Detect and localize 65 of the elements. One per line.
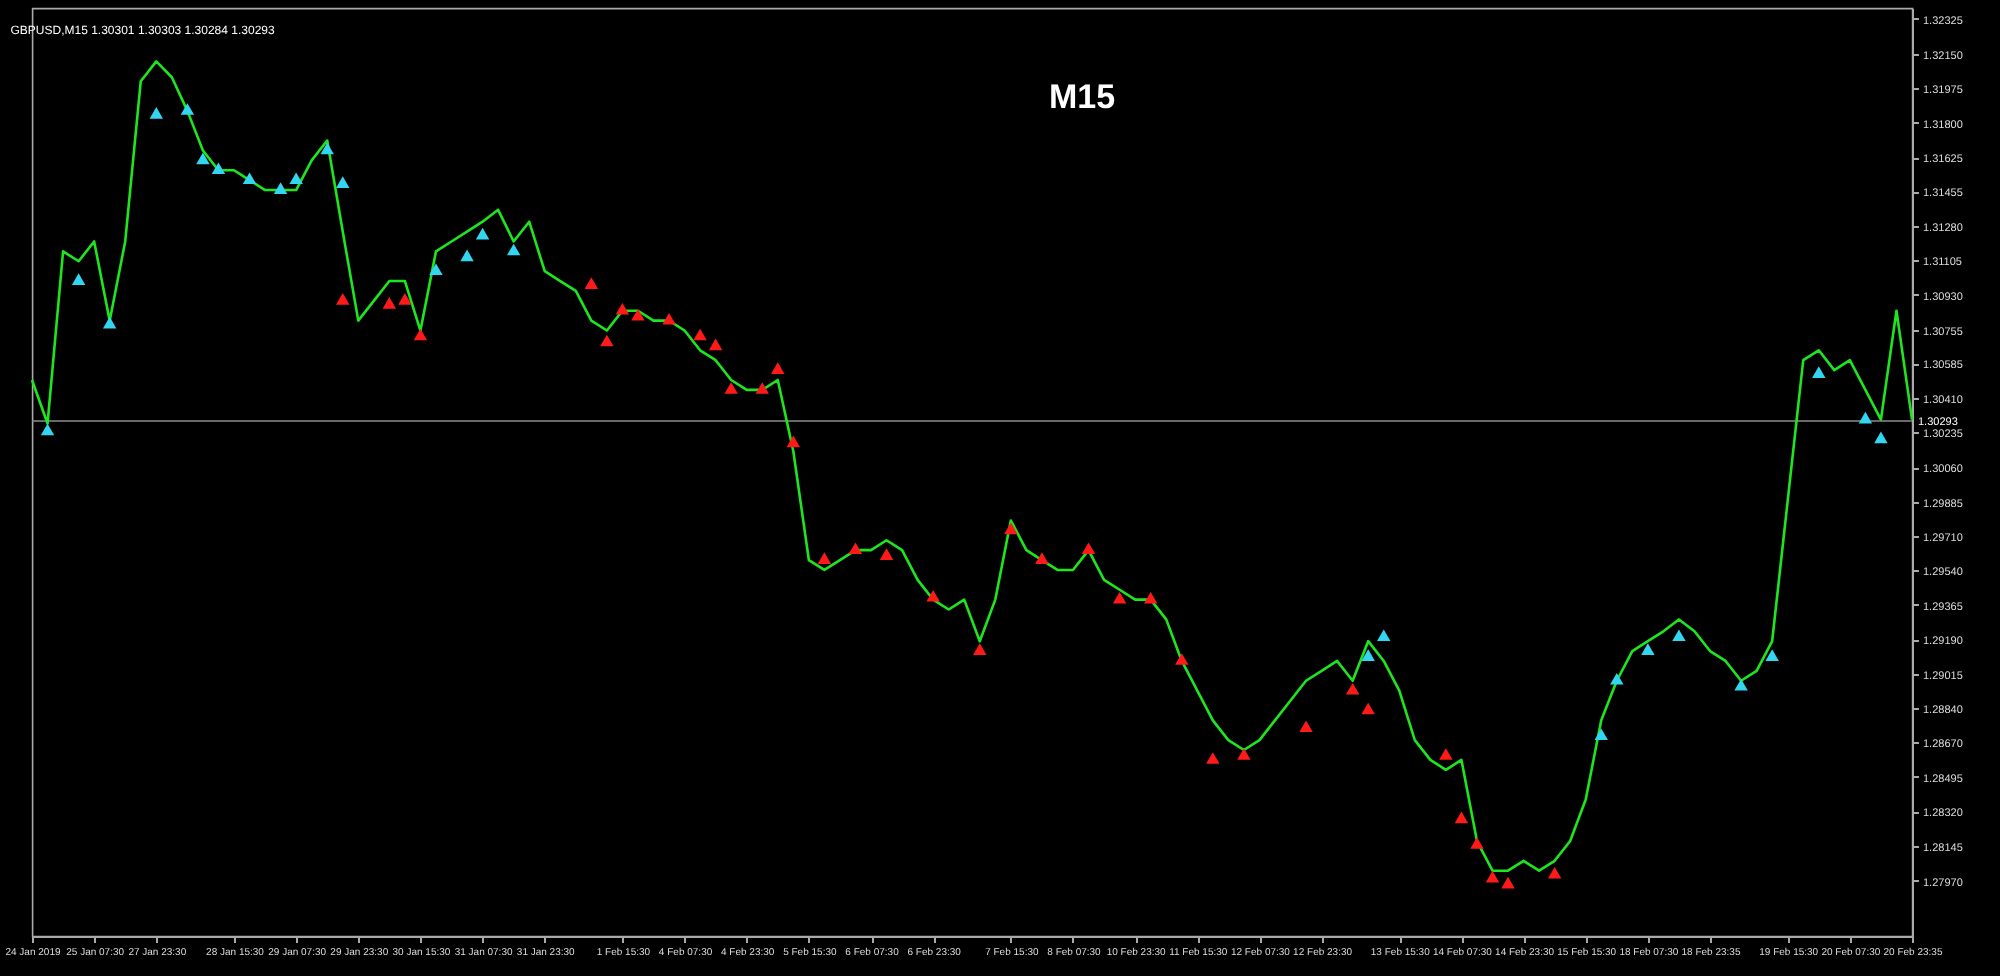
point xyxy=(1237,748,1251,760)
point xyxy=(102,316,117,329)
point xyxy=(1081,542,1096,555)
point xyxy=(615,302,630,315)
point xyxy=(1361,649,1375,661)
point xyxy=(1672,629,1686,642)
point xyxy=(242,172,257,185)
point xyxy=(1439,748,1453,760)
point xyxy=(926,589,940,602)
point xyxy=(1641,643,1655,655)
point xyxy=(708,338,723,351)
point xyxy=(1765,649,1779,661)
point xyxy=(413,328,428,341)
point xyxy=(724,382,738,394)
point xyxy=(817,552,832,564)
annotation: M15 xyxy=(1048,78,1116,116)
point xyxy=(506,243,521,256)
point xyxy=(429,263,443,276)
point xyxy=(1112,591,1127,604)
point xyxy=(1361,702,1375,715)
point xyxy=(1547,866,1562,879)
point xyxy=(786,435,801,448)
point xyxy=(600,334,614,347)
point xyxy=(289,172,303,185)
point xyxy=(398,293,412,305)
point xyxy=(771,362,785,374)
point xyxy=(1299,720,1313,733)
point xyxy=(320,142,334,155)
point xyxy=(1610,673,1624,685)
point xyxy=(475,227,490,240)
point xyxy=(879,548,894,560)
point xyxy=(1470,837,1484,849)
point xyxy=(196,152,210,165)
point xyxy=(71,273,86,285)
point xyxy=(973,643,987,655)
point xyxy=(1454,811,1469,824)
point xyxy=(662,312,676,325)
point xyxy=(584,277,599,289)
point xyxy=(1035,552,1049,564)
point xyxy=(460,249,474,262)
point xyxy=(1812,366,1826,378)
point xyxy=(336,293,350,305)
point xyxy=(1594,728,1608,741)
point xyxy=(1858,411,1873,424)
point xyxy=(848,542,863,555)
point xyxy=(1501,876,1515,889)
point xyxy=(40,423,55,436)
point xyxy=(1874,431,1888,444)
point xyxy=(180,103,195,115)
point xyxy=(1377,629,1391,642)
point xyxy=(1734,678,1748,691)
point xyxy=(211,162,226,175)
point xyxy=(755,382,769,394)
point xyxy=(149,107,164,119)
point xyxy=(382,297,397,309)
point xyxy=(1206,752,1220,764)
point xyxy=(336,176,350,188)
point xyxy=(1004,522,1018,535)
point xyxy=(1143,591,1158,604)
point xyxy=(273,182,288,194)
point xyxy=(1485,870,1500,883)
point xyxy=(693,328,707,341)
point xyxy=(631,308,645,321)
point xyxy=(1175,653,1189,665)
point xyxy=(1345,682,1360,695)
